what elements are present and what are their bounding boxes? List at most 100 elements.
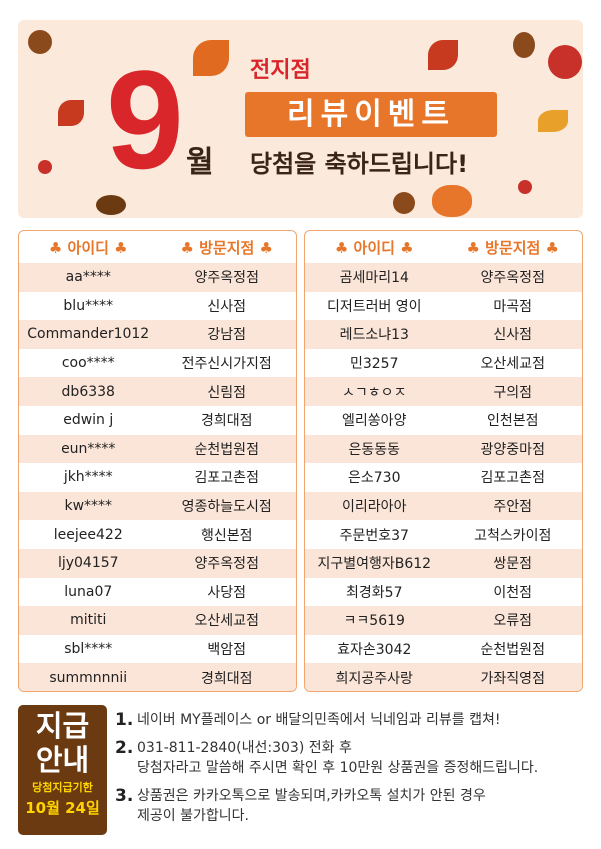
- winner-id: 레드소냐13: [339, 327, 409, 344]
- table-row: 디저트러버 영이 마곡점: [305, 292, 582, 321]
- visit-store: 양주옥정점: [480, 270, 545, 287]
- visit-store: 전주신시가지점: [181, 356, 272, 373]
- winner-id: luna07: [64, 583, 113, 600]
- table-row: 곰세마리14 양주옥정점: [305, 263, 582, 292]
- winner-id: 은동동동: [348, 441, 401, 458]
- note-line: 031-811-2840(내선:303) 전화 후: [137, 740, 352, 756]
- berries-icon: [38, 160, 52, 174]
- month-suffix: 월: [186, 145, 214, 180]
- winner-id: kw****: [64, 498, 113, 515]
- table-row: 민3257 오산세교점: [305, 349, 582, 378]
- winner-id: 디저트러버 영이: [326, 298, 422, 315]
- visit-store: 순천법원점: [480, 642, 545, 659]
- event-title: 리뷰이벤트: [245, 92, 497, 137]
- winner-id: Commander1012: [27, 326, 150, 343]
- winner-id: 주문번호37: [339, 527, 409, 544]
- note-line: 네이버 MY플레이스 or 배달의민족에서 닉네임과 리뷰를 캡쳐!: [137, 712, 501, 728]
- table-header: ♣ 아이디 ♣ ♣ 방문지점 ♣: [305, 231, 582, 263]
- autumn-leaf-icon: [58, 100, 84, 126]
- winner-id: 곰세마리14: [339, 270, 409, 287]
- table-row: luna07 사당점: [19, 578, 296, 607]
- table-row: summnnnii 경희대점: [19, 663, 296, 691]
- visit-store: 고척스카이점: [474, 527, 552, 544]
- table-row: ㅋㅋ5619 오류점: [305, 606, 582, 635]
- congrats-text: 당첨을 축하드립니다!: [250, 150, 469, 178]
- table-row: 레드소냐13 신사점: [305, 320, 582, 349]
- visit-store: 경희대점: [200, 413, 253, 430]
- winner-id: sbl****: [64, 641, 113, 658]
- visit-store: 경희대점: [200, 670, 253, 687]
- deadline-label: 당첨지급기한: [32, 781, 93, 794]
- visit-store: 김포고촌점: [194, 470, 259, 487]
- note-item: 1. 네이버 MY플레이스 or 배달의민족에서 닉네임과 리뷰를 캡쳐!: [115, 710, 538, 730]
- winner-id: 이리라아아: [342, 499, 407, 516]
- visit-store: 신림점: [207, 384, 247, 401]
- note-line: 당첨자라고 말씀해 주시면 확인 후 10만원 상품권을 증정해드립니다.: [137, 760, 539, 776]
- store-header: ♣ 방문지점 ♣: [466, 238, 560, 257]
- table-row: 이리라아아 주안점: [305, 491, 582, 521]
- event-banner: 9 월 전지점 리뷰이벤트 당첨을 축하드립니다!: [18, 20, 583, 218]
- autumn-leaf-icon: [193, 40, 229, 76]
- payment-guide-box: 지급 안내 당첨지급기한 10월 24일: [18, 705, 107, 835]
- branch-label: 전지점: [250, 58, 311, 83]
- winner-id: blu****: [63, 297, 114, 314]
- winner-id: 효자손3042: [337, 642, 412, 659]
- pumpkin-icon: [432, 185, 472, 217]
- note-line: 상품권은 카카오톡으로 발송되며,카카오톡 설치가 안된 경우: [137, 788, 486, 804]
- id-header: ♣ 아이디 ♣: [48, 238, 128, 257]
- table-row: jkh**** 김포고촌점: [19, 463, 296, 492]
- visit-store: 신사점: [207, 298, 247, 315]
- visit-store: 영종하늘도시점: [181, 499, 272, 516]
- table-row: aa**** 양주옥정점: [19, 263, 296, 292]
- visit-store: 행신본점: [200, 527, 253, 544]
- visit-store: 김포고촌점: [480, 470, 545, 487]
- visit-store: 백암점: [207, 642, 247, 659]
- visit-store: 구의점: [493, 384, 533, 401]
- visit-store: 양주옥정점: [194, 270, 259, 287]
- table-row: leejee422 행신본점: [19, 520, 296, 549]
- guide-title-2: 안내: [35, 743, 90, 777]
- winner-id: 민3257: [349, 356, 399, 373]
- note-number: 1.: [115, 710, 134, 730]
- berries-icon: [518, 180, 532, 194]
- table-row: edwin j 경희대점: [19, 406, 296, 435]
- autumn-leaf-icon: [538, 110, 568, 132]
- visit-store: 신사점: [493, 327, 533, 344]
- table-row: coo**** 전주신시가지점: [19, 349, 296, 378]
- visit-store: 가좌직영점: [480, 670, 545, 687]
- deadline-date: 10월 24일: [25, 799, 100, 817]
- visit-store: 오산세교점: [194, 613, 259, 630]
- table-row: 희지공주사랑 가좌직영점: [305, 663, 582, 691]
- month-number: 9: [106, 41, 184, 198]
- winners-table-right: ♣ 아이디 ♣ ♣ 방문지점 ♣ 곰세마리14 양주옥정점 디저트러버 영이 마곡점 레드…: [304, 230, 583, 692]
- note-number: 2.: [115, 738, 134, 758]
- apple-icon: [548, 45, 582, 79]
- visit-store: 사당점: [207, 584, 247, 601]
- id-header: ♣ 아이디 ♣: [334, 238, 414, 257]
- table-row: blu**** 신사점: [19, 292, 296, 321]
- winner-id: summnnnii: [49, 669, 128, 686]
- winner-id: coo****: [61, 355, 115, 372]
- visit-store: 순천법원점: [194, 441, 259, 458]
- visit-store: 인천본점: [486, 413, 539, 430]
- visit-store: 이천점: [493, 584, 533, 601]
- winner-id: eun****: [61, 440, 116, 457]
- visit-store: 주안점: [493, 499, 533, 516]
- table-row: kw**** 영종하늘도시점: [19, 491, 296, 521]
- winner-id: aa****: [65, 269, 111, 286]
- table-row: mititi 오산세교점: [19, 606, 296, 635]
- autumn-leaf-icon: [28, 30, 52, 54]
- acorn-icon: [393, 192, 415, 214]
- winner-id: 희지공주사랑: [335, 670, 413, 687]
- winner-id: mititi: [70, 612, 107, 629]
- table-header: ♣ 아이디 ♣ ♣ 방문지점 ♣: [19, 231, 296, 263]
- guide-title-1: 지급: [35, 709, 90, 743]
- winner-id: ㅅㄱㅎㅇㅈ: [342, 384, 407, 401]
- table-row: 은동동동 광양중마점: [305, 434, 582, 464]
- notes-list: 1. 네이버 MY플레이스 or 배달의민족에서 닉네임과 리뷰를 캡쳐! 2. 03…: [115, 710, 538, 834]
- winner-id: 은소730: [348, 470, 401, 487]
- winner-id: 지구별여행자B612: [317, 556, 432, 573]
- table-row: 지구별여행자B612 쌍문점: [305, 548, 582, 578]
- winners-table-left: ♣ 아이디 ♣ ♣ 방문지점 ♣ aa**** 양주옥정점 blu**** 신사점 Com…: [18, 230, 297, 692]
